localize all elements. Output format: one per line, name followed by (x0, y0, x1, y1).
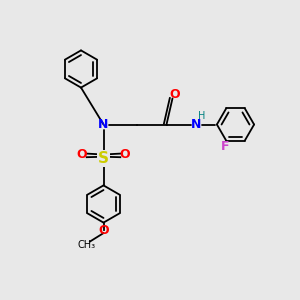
Text: O: O (98, 224, 109, 237)
Text: CH₃: CH₃ (78, 239, 96, 250)
Text: N: N (98, 118, 109, 131)
Text: H: H (198, 111, 206, 121)
Text: O: O (76, 148, 87, 161)
Text: O: O (120, 148, 130, 161)
Text: O: O (169, 88, 180, 101)
Text: N: N (191, 118, 202, 131)
Text: F: F (220, 140, 229, 152)
Text: S: S (98, 151, 109, 166)
